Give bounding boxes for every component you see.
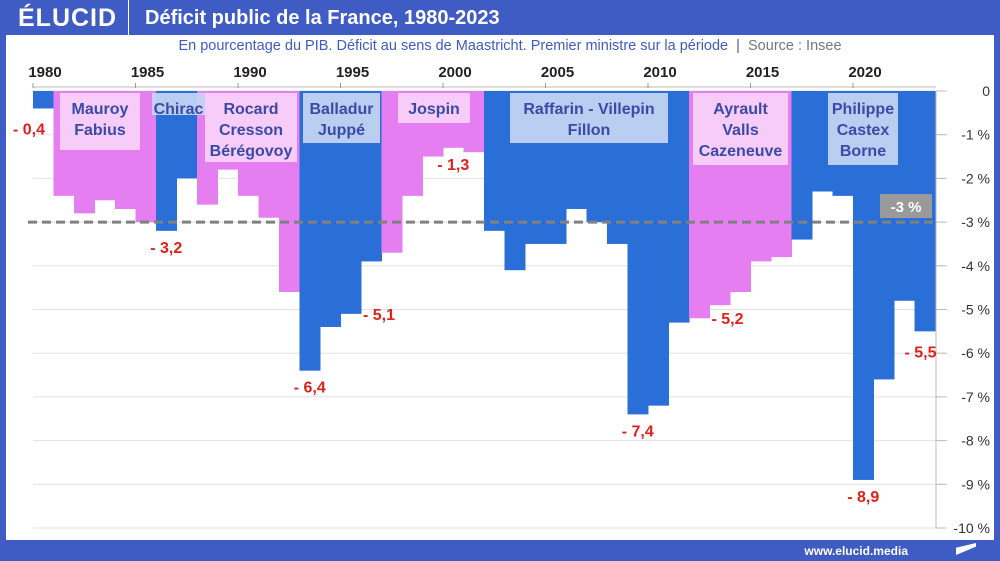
- bar-1997: [381, 91, 403, 253]
- data-label: - 1,3: [437, 157, 469, 174]
- bar-1993: [299, 91, 321, 371]
- bar-2020: [853, 91, 874, 480]
- pm-box: [205, 93, 297, 162]
- data-label: - 5,1: [363, 307, 395, 324]
- pm-name: Raffarin - Villepin: [523, 101, 654, 118]
- data-label: - 5,5: [905, 344, 937, 361]
- pm-name: Cresson: [219, 122, 283, 139]
- pm-name: Castex: [837, 122, 890, 139]
- data-label: - 3,2: [150, 240, 182, 257]
- bar-2011: [668, 91, 690, 323]
- pm-name: Ayrault: [713, 101, 768, 118]
- pm-name: Valls: [722, 122, 759, 139]
- bar-2010: [648, 91, 669, 406]
- x-tick-label: 2010: [643, 64, 676, 81]
- y-tick-label: 0: [982, 83, 990, 99]
- bar-1985: [135, 91, 157, 223]
- pm-name: Fabius: [74, 122, 126, 139]
- source-text: Source : Insee: [748, 38, 842, 54]
- y-tick-label: -8 %: [961, 433, 990, 449]
- pm-name: Bérégovoy: [210, 143, 293, 160]
- x-tick-label: 1980: [28, 64, 61, 81]
- pm-box: [828, 93, 898, 165]
- x-tick-label: 1985: [131, 64, 164, 81]
- pm-box: [510, 93, 668, 143]
- pm-name: Borne: [840, 143, 886, 160]
- data-label: - 6,4: [294, 380, 326, 397]
- pm-box: [398, 93, 470, 123]
- y-tick-label: -10 %: [953, 520, 990, 536]
- data-label: - 5,2: [712, 311, 744, 328]
- bar-2018: [812, 91, 833, 192]
- reference-label-box: [880, 194, 932, 219]
- pm-name: Rocard: [223, 101, 278, 118]
- y-tick-label: -4 %: [961, 258, 990, 274]
- header-divider: [128, 0, 129, 35]
- pm-box: [693, 93, 788, 165]
- x-tick-label: 1995: [336, 64, 369, 81]
- bar-2017: [791, 91, 813, 240]
- bar-1986: [156, 91, 177, 231]
- header: ÉLUCID Déficit public de la France, 1980…: [0, 0, 1000, 35]
- subtitle-text: En pourcentage du PIB. Déficit au sens d…: [178, 38, 729, 54]
- bar-2009: [627, 91, 649, 415]
- y-tick-label: -2 %: [961, 170, 990, 186]
- data-label: - 7,4: [622, 423, 654, 440]
- pm-name: Juppé: [318, 122, 365, 139]
- x-tick-label: 2000: [438, 64, 471, 81]
- bar-1980: [33, 91, 54, 109]
- y-tick-label: -5 %: [961, 302, 990, 318]
- pm-name: Philippe: [832, 101, 894, 118]
- elucid-logo: ÉLUCID: [18, 4, 118, 32]
- bar-1995: [340, 91, 362, 314]
- x-tick-label: 2005: [541, 64, 574, 81]
- pm-box: [152, 93, 205, 115]
- y-tick-label: -7 %: [961, 389, 990, 405]
- reference-label: -3 %: [891, 199, 922, 216]
- pm-name: Balladur: [309, 101, 373, 118]
- pm-name: Chirac: [154, 101, 204, 118]
- data-label: - 0,4: [13, 121, 45, 138]
- x-tick-label: 2015: [746, 64, 779, 81]
- data-label: - 8,9: [847, 489, 879, 506]
- y-tick-label: -6 %: [961, 345, 990, 361]
- bar-2002: [484, 91, 505, 231]
- x-tick-label: 2020: [848, 64, 881, 81]
- pm-name: Mauroy: [72, 101, 129, 118]
- footer-url: www.elucid.media: [804, 544, 908, 558]
- x-tick-label: 1990: [233, 64, 266, 81]
- y-tick-label: -3 %: [961, 214, 990, 230]
- bar-1994: [320, 91, 341, 327]
- pm-name: Jospin: [408, 101, 460, 118]
- pm-name: Cazeneuve: [699, 143, 783, 160]
- y-tick-label: -1 %: [961, 127, 990, 143]
- chart-title: Déficit public de la France, 1980-2023: [145, 7, 500, 29]
- pm-box: [60, 93, 140, 150]
- y-tick-label: -9 %: [961, 476, 990, 492]
- chart-subtitle: En pourcentage du PIB. Déficit au sens d…: [178, 38, 842, 54]
- pm-name: Fillon: [568, 122, 611, 139]
- pm-box: [303, 93, 380, 143]
